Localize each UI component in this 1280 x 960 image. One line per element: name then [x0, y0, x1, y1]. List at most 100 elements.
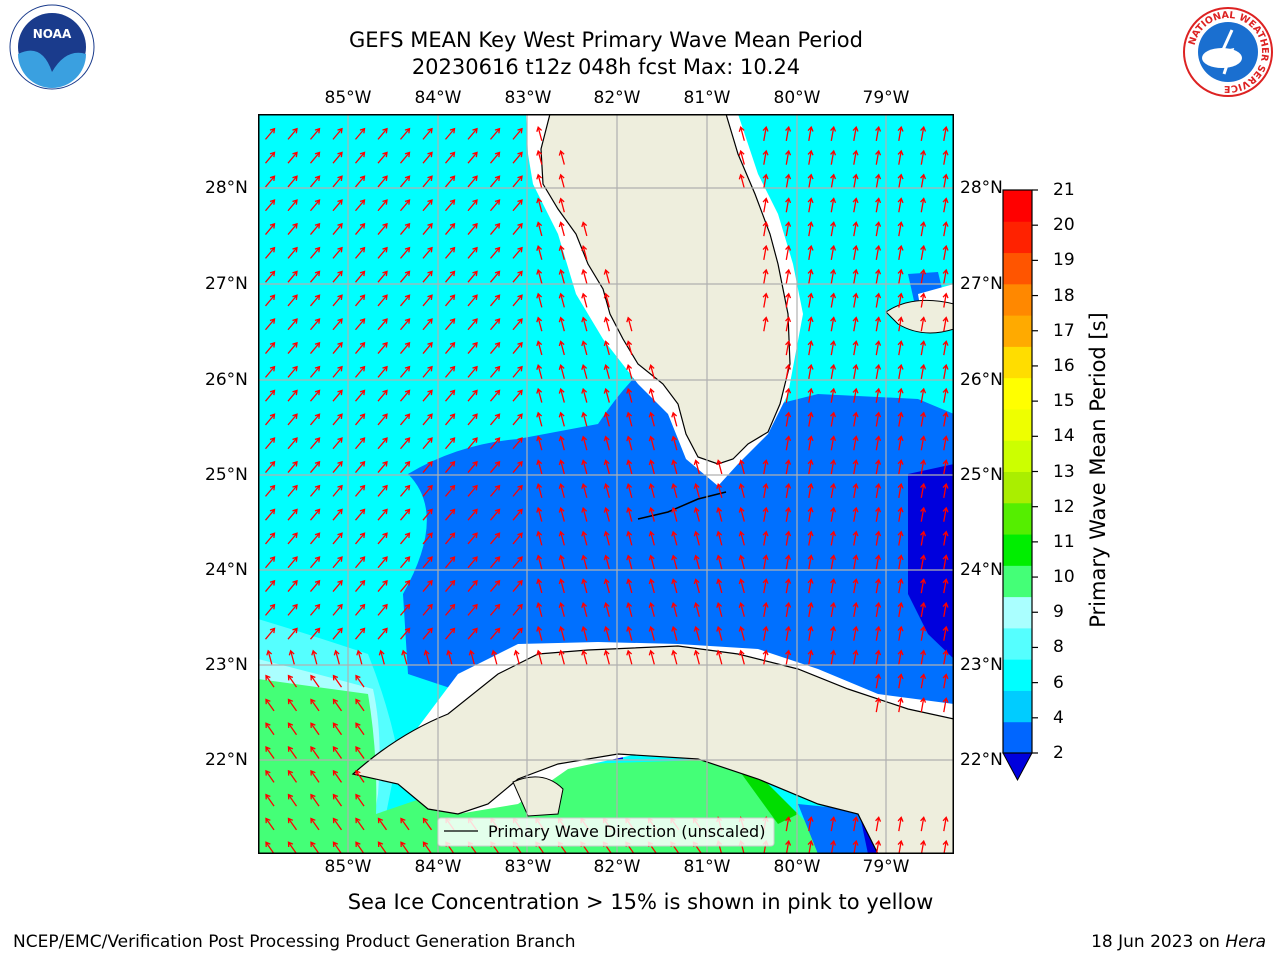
wave-arrow	[490, 127, 501, 140]
colorbar-tick-label: 2	[1053, 743, 1064, 763]
wave-arrow	[648, 554, 655, 570]
wave-arrow	[400, 817, 410, 831]
wave-arrow	[377, 222, 388, 235]
wave-arrow	[830, 435, 837, 451]
wave-arrow	[287, 246, 298, 259]
wave-arrow	[852, 244, 859, 261]
wave-arrow	[512, 579, 523, 592]
colorbar-bin	[1003, 659, 1032, 691]
wave-arrow	[265, 841, 275, 854]
wave-arrow	[355, 674, 365, 688]
wave-arrow	[558, 197, 565, 213]
wave-arrow	[287, 746, 298, 759]
wave-arrow	[693, 530, 700, 546]
wave-arrow	[626, 578, 633, 594]
wave-arrow	[332, 508, 343, 521]
wave-arrow	[377, 532, 388, 545]
wave-arrow	[333, 649, 340, 665]
wave-arrow	[467, 460, 478, 473]
wave-arrow	[445, 294, 456, 307]
wave-arrow	[265, 341, 276, 354]
wave-arrow	[355, 579, 366, 592]
wave-arrow	[897, 649, 904, 665]
wave-arrow	[830, 482, 837, 499]
wave-arrow	[830, 816, 837, 832]
wave-arrow	[875, 649, 882, 665]
wave-arrow	[332, 246, 343, 259]
wave-arrow	[830, 197, 837, 213]
colorbar-label: Primary Wave Mean Period [s]	[1086, 312, 1110, 628]
wave-arrow	[785, 363, 792, 380]
wave-arrow	[536, 268, 543, 284]
wave-arrow	[897, 816, 904, 832]
wave-arrow	[785, 316, 792, 332]
wave-arrow	[310, 294, 321, 307]
wave-arrow	[920, 387, 927, 403]
colorbar-bin	[1003, 315, 1032, 347]
wave-arrow	[897, 506, 904, 522]
lon-label-bottom: 82°W	[593, 857, 641, 877]
wave-arrow	[648, 387, 655, 403]
wave-arrow	[536, 411, 543, 427]
wave-arrow	[830, 363, 837, 380]
wave-arrow	[626, 602, 633, 617]
wave-arrow	[355, 175, 366, 188]
wave-arrow	[693, 649, 700, 665]
wave-arrow	[332, 674, 343, 688]
wave-arrow	[648, 435, 655, 451]
wave-arrow	[648, 506, 655, 522]
wave-arrow	[310, 817, 320, 831]
wave-arrow	[536, 506, 543, 522]
wave-arrow	[445, 556, 456, 569]
wave-arrow	[671, 530, 678, 546]
wave-arrow	[445, 603, 456, 616]
wave-arrow	[785, 244, 792, 261]
wave-arrow	[377, 841, 388, 854]
wave-arrow	[942, 268, 949, 284]
wave-arrow	[648, 625, 655, 641]
wave-arrow	[400, 151, 411, 164]
wave-arrow	[807, 125, 814, 142]
wave-arrow	[512, 246, 523, 259]
wave-arrow	[287, 175, 298, 188]
wave-arrow	[536, 578, 543, 594]
wave-arrow	[310, 793, 320, 807]
wave-arrow	[558, 530, 565, 546]
wave-arrow	[287, 294, 298, 307]
wave-arrow	[287, 437, 298, 450]
wave-arrow	[310, 674, 320, 688]
wave-arrow	[920, 363, 927, 380]
wave-arrow	[785, 554, 792, 570]
wave-arrow	[942, 125, 949, 142]
wave-arrow	[265, 294, 276, 307]
wave-arrow	[377, 199, 388, 212]
wave-arrow	[830, 530, 837, 546]
lon-label-bottom: 85°W	[324, 857, 372, 877]
wave-arrow	[422, 199, 433, 212]
wave-arrow	[265, 437, 276, 450]
wave-arrow	[536, 173, 543, 189]
wave-arrow	[671, 435, 678, 451]
wave-arrow	[807, 411, 814, 427]
wave-arrow	[785, 530, 792, 546]
wave-arrow	[310, 627, 321, 640]
map-subtitle: 20230616 t12z 048h fcst Max: 10.24	[411, 55, 801, 79]
wave-arrow	[581, 340, 588, 356]
wave-arrow	[920, 149, 927, 165]
wave-arrow	[920, 292, 927, 308]
wave-arrow	[445, 365, 456, 378]
wave-arrow	[558, 411, 565, 427]
wave-arrow	[558, 483, 565, 498]
wave-arrow	[445, 579, 456, 592]
wave-arrow	[738, 506, 745, 522]
colorbar-tick-label: 21	[1053, 180, 1075, 200]
wave-arrow	[467, 484, 478, 497]
wave-arrow	[785, 482, 792, 499]
wave-arrow	[467, 389, 478, 402]
colorbar-tick-label: 8	[1053, 637, 1064, 658]
wave-arrow	[603, 530, 610, 546]
wave-arrow	[897, 530, 904, 546]
sea-ice-note: Sea Ice Concentration > 15% is shown in …	[347, 890, 934, 914]
wave-arrow	[852, 530, 859, 546]
wave-arrow	[377, 556, 388, 569]
